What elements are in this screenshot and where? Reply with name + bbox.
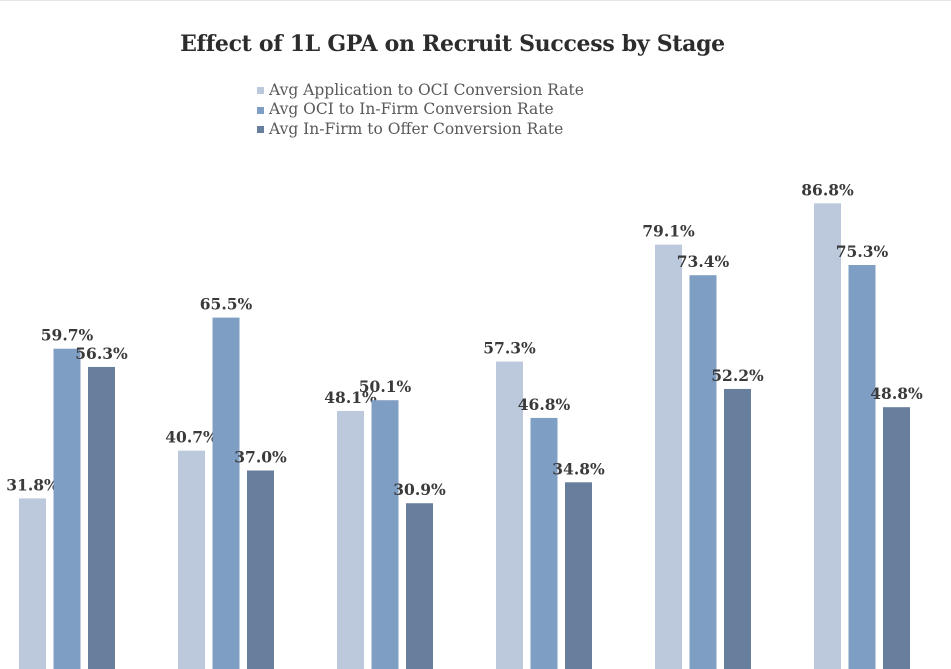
bar-series-1-group-6 [814,203,841,669]
data-label-series-2-group-5: 73.4% [677,252,730,271]
chart-title: Effect of 1L GPA on Recruit Success by S… [180,31,725,57]
bar-series-1-group-2 [178,450,205,669]
data-label-series-2-group-3: 50.1% [359,377,412,396]
data-label-series-1-group-1: 31.8% [6,475,59,494]
data-label-series-1-group-3: 48.1% [324,388,377,407]
legend-item-oci-to-in-firm: Avg OCI to In-Firm Conversion Rate [257,100,584,120]
bar-series-3-group-1 [88,366,115,669]
legend-item-application-to-oci: Avg Application to OCI Conversion Rate [257,80,584,100]
data-label-series-3-group-6: 48.8% [870,384,923,403]
bar-series-2-group-3 [371,400,399,669]
bar-series-3-group-3 [406,503,433,669]
data-label-series-1-group-6: 86.8% [801,180,854,199]
data-label-series-2-group-2: 65.5% [200,295,253,314]
data-label-series-1-group-5: 79.1% [642,222,695,241]
bar-series-2-group-2 [212,317,240,669]
bar-series-3-group-5 [724,388,751,669]
bar-series-2-group-5 [689,275,717,669]
data-label-series-2-group-4: 46.8% [518,395,571,414]
legend-swatch-application-to-oci [257,87,264,95]
bar-series-2-group-4 [530,417,558,669]
legend-label-oci-to-in-firm: Avg OCI to In-Firm Conversion Rate [269,100,554,119]
data-label-series-1-group-2: 40.7% [165,428,218,447]
data-label-series-2-group-6: 75.3% [836,242,889,261]
legend-swatch-oci-to-in-firm [257,106,264,114]
bar-series-3-group-4 [565,482,592,669]
bar-series-3-group-6 [883,407,910,669]
data-label-series-3-group-5: 52.2% [711,366,764,385]
top-border [0,0,951,1]
data-label-series-2-group-1: 59.7% [41,326,94,345]
bar-series-1-group-3 [337,410,364,669]
data-label-series-1-group-4: 57.3% [483,339,536,358]
bar-series-2-group-1 [53,348,81,669]
bar-series-1-group-4 [496,361,523,669]
data-label-series-3-group-4: 34.8% [552,459,605,478]
legend-item-in-firm-to-offer: Avg In-Firm to Offer Conversion Rate [257,119,584,139]
data-label-series-3-group-3: 30.9% [393,480,446,499]
data-label-series-3-group-1: 56.3% [75,344,128,363]
chart-legend: Avg Application to OCI Conversion Rate A… [257,80,584,139]
data-label-series-3-group-2: 37.0% [234,447,287,466]
bar-series-3-group-2 [247,470,274,669]
legend-label-application-to-oci: Avg Application to OCI Conversion Rate [269,80,584,99]
legend-label-in-firm-to-offer: Avg In-Firm to Offer Conversion Rate [269,119,564,138]
legend-swatch-in-firm-to-offer [257,126,264,134]
bar-series-1-group-5 [655,244,682,669]
bar-series-2-group-6 [848,265,876,669]
bar-series-1-group-1 [19,498,46,669]
